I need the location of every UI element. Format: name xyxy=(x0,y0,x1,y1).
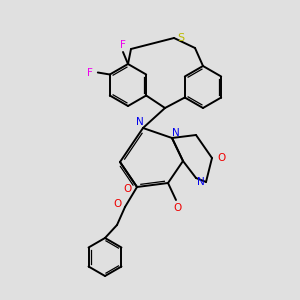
Text: F: F xyxy=(120,40,126,50)
Text: N: N xyxy=(172,128,180,138)
Text: F: F xyxy=(87,68,93,77)
Text: N: N xyxy=(136,117,144,127)
Text: O: O xyxy=(173,203,181,213)
Text: S: S xyxy=(177,33,184,43)
Text: O: O xyxy=(124,184,132,194)
Text: O: O xyxy=(217,153,225,163)
Text: O: O xyxy=(113,199,121,209)
Text: N: N xyxy=(197,177,205,187)
